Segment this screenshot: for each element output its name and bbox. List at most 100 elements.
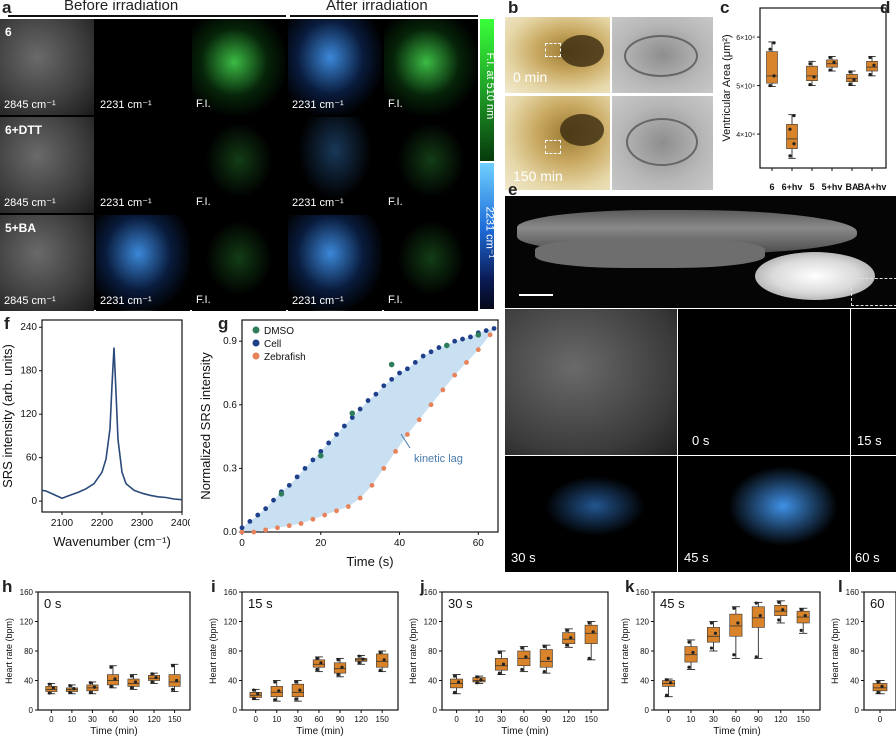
y-tick-label: 120	[846, 618, 860, 627]
data-point-zebrafish	[357, 495, 363, 501]
data-point-cell	[342, 423, 347, 429]
data-point	[294, 680, 298, 684]
microscopy-tile: 2231 cm⁻¹	[96, 19, 190, 115]
data-point-cell	[294, 474, 300, 480]
data-point	[319, 661, 323, 665]
data-point	[664, 693, 669, 697]
data-point-zebrafish	[251, 529, 257, 535]
microscopy-tile: F.I.	[192, 19, 286, 115]
x-tick-label: 60	[731, 715, 740, 724]
panel-letter-c: c	[720, 0, 730, 17]
x-tick-label: 0	[239, 538, 245, 549]
x-tick-label: 5	[809, 182, 814, 192]
channel-label: F.I.	[388, 196, 403, 208]
data-point	[828, 68, 832, 72]
data-point-cell	[436, 345, 442, 350]
channel-label: 2845 cm⁻¹	[4, 295, 56, 307]
x-tick-label: 20	[315, 538, 327, 549]
data-point	[691, 650, 695, 655]
data-point-cell	[389, 376, 395, 382]
data-point-cell	[302, 466, 308, 471]
box	[127, 678, 140, 687]
data-point	[524, 655, 528, 659]
data-point-cell	[428, 349, 434, 355]
scale-bar	[519, 294, 553, 296]
data-point	[51, 686, 55, 690]
data-point	[277, 689, 281, 693]
data-point	[273, 680, 277, 684]
y-tick-label: 0.6	[223, 400, 237, 411]
legend-label: Zebrafish	[264, 352, 306, 363]
panel-letter-f: f	[4, 314, 10, 333]
data-point	[736, 621, 740, 625]
data-point	[754, 655, 758, 659]
heart-srs-60s: 60 s	[851, 456, 896, 572]
y-tick-label: 160	[424, 588, 438, 597]
x-tick-label: BA+hv	[858, 182, 887, 192]
data-point	[72, 687, 76, 691]
x-tick-label: 90	[542, 715, 551, 724]
microscopy-tile: 2231 cm⁻¹	[288, 215, 382, 311]
x-axis-label: Time (min)	[90, 726, 137, 737]
data-point	[792, 114, 796, 118]
data-point	[687, 665, 691, 669]
before-irradiation-header: Before irradiation	[64, 0, 179, 14]
data-point-cell	[373, 391, 379, 397]
x-tick-label: 0	[253, 715, 258, 724]
data-point	[768, 83, 772, 88]
zebrafish-srs-overview	[505, 196, 896, 308]
data-point	[687, 640, 691, 644]
channel-label: 2231 cm⁻¹	[292, 197, 344, 209]
data-point-zebrafish	[275, 525, 280, 531]
y-tick-label: 0	[645, 706, 650, 715]
channel-label: F.I.	[388, 98, 403, 110]
box	[291, 683, 304, 698]
data-point	[378, 668, 382, 672]
data-point	[868, 55, 872, 60]
data-point	[808, 62, 812, 66]
ventricular-area-chart: 4×10⁴ 5×10⁴ 6×10⁴ 6 6+hv 5 5+hv BA BA+hv Ventricu…	[721, 7, 887, 192]
data-point-cell	[412, 360, 418, 365]
data-point-cell	[271, 497, 276, 503]
y-tick-label: 160	[636, 588, 650, 597]
data-point	[799, 608, 803, 612]
time-label-150min: 150 min	[513, 168, 563, 184]
y-tick-label: 40	[428, 677, 437, 686]
time-label-30s: 30 s	[511, 550, 536, 565]
x-tick-label: 60	[314, 715, 323, 724]
y-tick-label: 80	[24, 647, 33, 656]
x-tick-label: 120	[774, 715, 788, 724]
data-point-zebrafish	[464, 360, 469, 365]
panel-letter-k: k	[625, 577, 635, 596]
x-tick-label: 2100	[51, 518, 74, 529]
x-tick-label: 150	[168, 715, 182, 724]
y-axis-label: Heart rate (bpm)	[208, 618, 218, 684]
channel-label: F.I.	[196, 196, 211, 208]
data-point	[475, 681, 479, 685]
data-point	[777, 600, 781, 604]
data-point	[479, 678, 483, 682]
x-tick-label: 150	[376, 715, 390, 724]
microscopy-tile: F.I.	[192, 117, 286, 213]
box	[766, 51, 778, 84]
data-point	[520, 667, 524, 672]
data-point	[758, 614, 762, 618]
data-point-cell	[334, 432, 339, 437]
data-point-cell	[397, 370, 402, 376]
channel-label: 2845 cm⁻¹	[4, 99, 56, 111]
data-point	[876, 690, 880, 694]
data-point	[772, 74, 776, 78]
y-tick-label: 5×10⁴	[736, 84, 755, 91]
data-point	[129, 686, 134, 690]
x-tick-label: 10	[475, 715, 484, 724]
microscopy-tile: F.I.	[384, 215, 478, 311]
zebrafish-heart-zoom-0min	[612, 17, 713, 93]
data-point	[852, 78, 856, 82]
y-tick-label: 120	[20, 409, 37, 420]
data-point	[812, 75, 816, 79]
data-point-cell	[263, 506, 269, 512]
x-tick-label: 0	[878, 715, 883, 724]
x-tick-label: 60	[519, 715, 528, 724]
data-point-cell	[452, 338, 458, 344]
data-point	[174, 678, 179, 683]
